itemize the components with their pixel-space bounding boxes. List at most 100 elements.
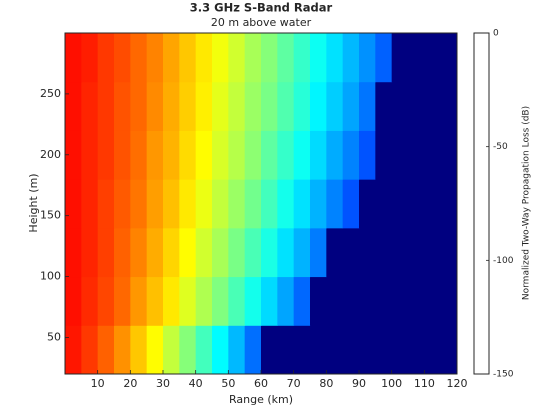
colorbar (473, 32, 490, 375)
x-tick-label: 100 (381, 377, 402, 390)
heatmap-cell (326, 179, 344, 229)
heatmap-cell (391, 81, 409, 131)
heatmap-cell (440, 227, 458, 278)
heatmap-cell (244, 33, 262, 83)
heatmap-cell (146, 276, 164, 326)
heatmap-cell (81, 81, 99, 131)
heatmap-cell (81, 276, 99, 326)
heatmap-cell (293, 179, 311, 229)
heatmap-cell (146, 81, 164, 131)
x-tick-label: 70 (287, 377, 301, 390)
heatmap-cell (163, 33, 180, 83)
heatmap-cell (130, 179, 148, 229)
heatmap-cell (326, 227, 344, 278)
x-tick-label: 10 (91, 377, 105, 390)
heatmap-cell (65, 227, 82, 278)
x-tick-label: 40 (189, 377, 203, 390)
heatmap-cell (277, 227, 295, 278)
heatmap-cell (375, 179, 393, 229)
heatmap-cell (359, 33, 376, 83)
heatmap-cell (163, 130, 180, 180)
heatmap-cell (359, 325, 376, 375)
heatmap-cell (424, 81, 442, 131)
heatmap-cell (310, 325, 327, 375)
colorbar-tick-label: -150 (493, 370, 514, 380)
colorbar-tick-label: -50 (493, 142, 508, 152)
heatmap-cell (97, 33, 115, 83)
colorbar-label: Normalized Two-Way Propagation Loss (dB) (522, 106, 532, 300)
heatmap-cell (293, 276, 311, 326)
heatmap-cell (130, 276, 148, 326)
heatmap-cell (65, 81, 82, 131)
heatmap-cell (212, 325, 229, 375)
heatmap-cell (163, 276, 180, 326)
heatmap-cell (146, 33, 164, 83)
y-tick-label: 150 (40, 209, 61, 222)
heatmap-cell (277, 179, 295, 229)
heatmap-cell (375, 325, 393, 375)
heatmap-cell (212, 33, 229, 83)
heatmap-cell (244, 179, 262, 229)
heatmap-cell (97, 227, 115, 278)
x-tick-label: 80 (319, 377, 333, 390)
heatmap-cell (212, 81, 229, 131)
heatmap-cell (114, 276, 131, 326)
heatmap-cell (261, 276, 278, 326)
heatmap-cell (326, 325, 344, 375)
heatmap-cell (277, 276, 295, 326)
heatmap-cell (163, 227, 180, 278)
heatmap-cell (424, 325, 442, 375)
heatmap-cell (244, 227, 262, 278)
x-tick-label: 120 (447, 377, 468, 390)
heatmap-cell (342, 179, 360, 229)
heatmap-cell (228, 325, 246, 375)
heatmap-cell (408, 325, 425, 375)
heatmap-cell (146, 130, 164, 180)
heatmap-cell (293, 227, 311, 278)
heatmap-cell (212, 276, 229, 326)
heatmap-cell (310, 179, 327, 229)
y-tick-label: 250 (40, 87, 61, 100)
x-tick-label: 50 (221, 377, 235, 390)
heatmap-cell (97, 325, 115, 375)
heatmap-cell (146, 179, 164, 229)
heatmap-cell (163, 325, 180, 375)
heatmap-cell (310, 33, 327, 83)
heatmap-cell (293, 130, 311, 180)
heatmap-cell (261, 130, 278, 180)
heatmap-cell (408, 130, 425, 180)
heatmap-cell (310, 81, 327, 131)
y-tick-label: 200 (40, 148, 61, 161)
heatmap-cell (195, 227, 213, 278)
heatmap-cell (212, 179, 229, 229)
heatmap-cell (228, 276, 246, 326)
x-tick-label: 20 (123, 377, 137, 390)
y-axis-label: Height (m) (27, 173, 40, 232)
heatmap-cell (195, 81, 213, 131)
heatmap-cell (293, 325, 311, 375)
heatmap-cell (114, 81, 131, 131)
heatmap-cell (130, 325, 148, 375)
heatmap-cell (375, 227, 393, 278)
heatmap-cell (146, 227, 164, 278)
x-axis-label: Range (km) (229, 393, 293, 406)
heatmap-cell (261, 179, 278, 229)
heatmap-cell (440, 130, 458, 180)
heatmap-cell (359, 276, 376, 326)
heatmap-cell (228, 33, 246, 83)
heatmap-cell (375, 81, 393, 131)
heatmap-cell (97, 179, 115, 229)
heatmap-cell (65, 325, 82, 375)
heatmap-cell (179, 33, 197, 83)
heatmap-cell (97, 276, 115, 326)
heatmap-cell (326, 130, 344, 180)
heatmap-cell (244, 81, 262, 131)
heatmap-cell (244, 130, 262, 180)
heatmap-cell (310, 276, 327, 326)
heatmap-cell (195, 325, 213, 375)
heatmap-cell (440, 276, 458, 326)
heatmap-cell (65, 276, 82, 326)
heatmap-cell (359, 179, 376, 229)
heatmap-cell (212, 130, 229, 180)
chart-title: 3.3 GHz S-Band Radar (190, 1, 333, 15)
